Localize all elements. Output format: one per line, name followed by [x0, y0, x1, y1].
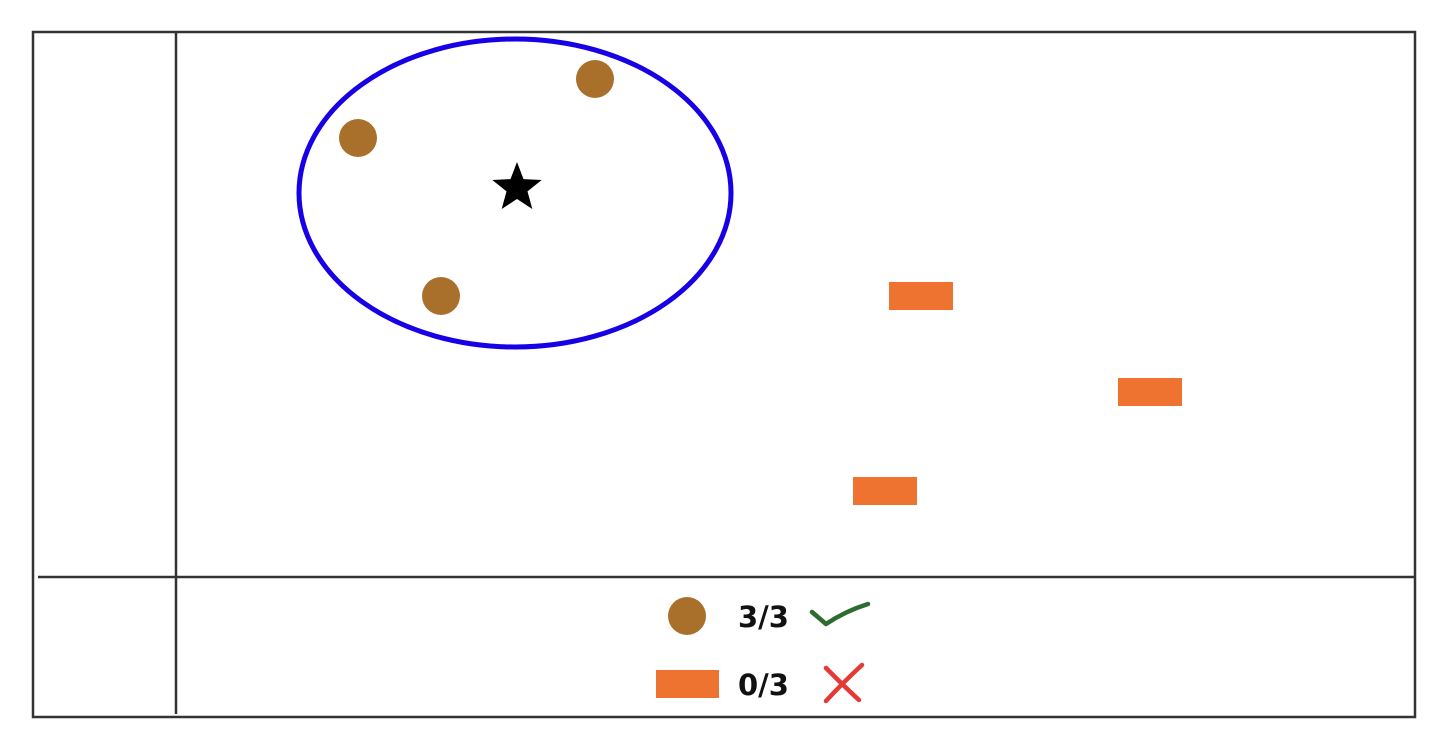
- query-star-icon: [492, 162, 542, 209]
- rectangle-point: [889, 282, 953, 310]
- rectangle-point: [1118, 378, 1182, 406]
- circle-point: [339, 119, 377, 157]
- legend-rectangle-marker: [656, 670, 719, 698]
- cross-icon: [823, 662, 865, 704]
- circle-point: [422, 277, 460, 315]
- legend-rectangle-score: 0/3: [738, 668, 789, 702]
- neighborhood-ellipse: [296, 36, 734, 350]
- outer-frame: [31, 30, 1417, 719]
- legend-circle-marker: [668, 597, 706, 635]
- rectangle-point: [853, 477, 917, 505]
- legend-circle-score: 3/3: [738, 600, 789, 634]
- check-icon: [809, 601, 871, 627]
- circle-point: [576, 60, 614, 98]
